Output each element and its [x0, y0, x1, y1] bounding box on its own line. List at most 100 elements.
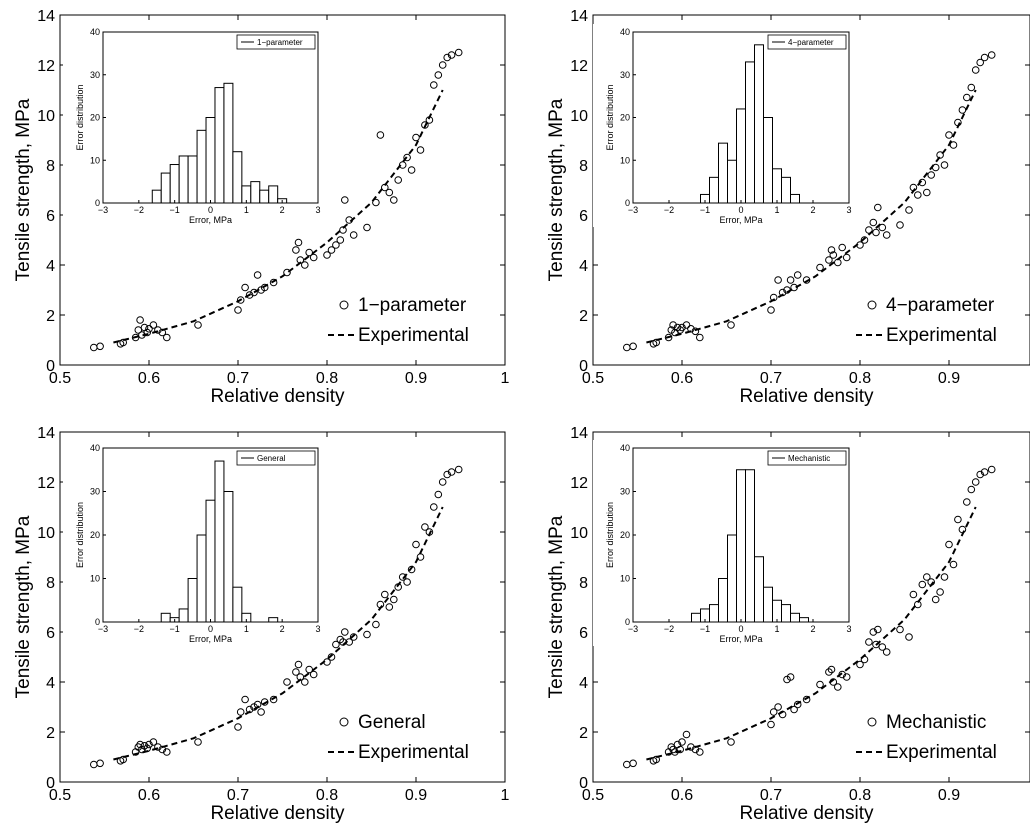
inset-x-tick-label: −3: [98, 624, 108, 634]
y-tick-label: 0: [46, 358, 55, 375]
data-point: [407, 166, 416, 174]
y-tick-label: 14: [37, 8, 55, 25]
data-point: [292, 246, 300, 254]
data-point: [958, 525, 967, 534]
inset-y-tick-label: 40: [620, 443, 630, 453]
data-point: [250, 288, 258, 297]
data-point: [940, 573, 949, 581]
inset-x-axis-label: Error, MPa: [189, 634, 232, 644]
data-point: [149, 321, 158, 329]
y-tick-label: 12: [37, 58, 55, 75]
data-point: [234, 723, 242, 731]
data-point: [678, 323, 686, 332]
data-point: [154, 326, 162, 334]
y-tick-label: 14: [37, 425, 55, 442]
histogram-bar: [736, 108, 746, 204]
legend-label: General: [358, 712, 426, 733]
data-point: [802, 276, 811, 284]
x-tick-label: 0.5: [49, 370, 71, 387]
data-point: [421, 121, 429, 129]
data-point: [327, 246, 336, 254]
data-point: [90, 760, 98, 769]
data-point: [872, 640, 880, 649]
x-axis-label: Relative density: [739, 803, 874, 824]
x-tick-label: 0.7: [760, 787, 782, 804]
data-point: [260, 283, 269, 292]
data-point: [90, 343, 98, 352]
data-point: [940, 161, 949, 169]
y-tick-label: 6: [579, 625, 588, 642]
data-point: [403, 153, 411, 162]
data-point: [769, 708, 778, 716]
y-tick-label: 4: [579, 258, 588, 275]
data-point: [194, 738, 202, 746]
data-point: [971, 66, 980, 74]
inset-x-tick-label: 1: [244, 624, 249, 634]
data-point: [407, 565, 416, 574]
data-point: [158, 745, 167, 754]
inset-legend-box: [236, 34, 316, 50]
x-tick-label: 0.9: [938, 787, 960, 804]
data-point: [394, 176, 403, 184]
data-point: [838, 670, 847, 679]
data-point: [872, 228, 880, 237]
inset-x-tick-label: 3: [315, 205, 320, 215]
data-point: [305, 665, 314, 674]
y-tick-label: 10: [570, 108, 588, 125]
data-point: [301, 678, 309, 686]
y-tick-label: 2: [46, 308, 55, 325]
data-point: [896, 625, 904, 634]
y-tick-label: 12: [570, 475, 588, 492]
histogram-bar: [214, 87, 225, 204]
data-point: [234, 306, 242, 314]
inset-x-tick-label: 1: [774, 624, 779, 634]
data-point: [296, 256, 305, 264]
y-tick-label: 8: [46, 158, 55, 175]
data-point: [669, 745, 677, 754]
data-point: [253, 271, 262, 279]
data-point: [341, 628, 349, 636]
inset-y-tick-label: 40: [90, 443, 100, 453]
data-point: [954, 118, 962, 127]
data-point: [145, 740, 153, 749]
legend-label: Experimental: [358, 325, 469, 346]
inset-x-tick-label: −3: [628, 624, 638, 634]
histogram-bar: [745, 469, 755, 623]
inset-x-tick-label: 1: [774, 205, 779, 215]
data-point: [987, 465, 996, 474]
data-point: [390, 595, 398, 604]
x-tick-label: 0.9: [938, 370, 960, 387]
data-point: [372, 620, 380, 629]
data-point: [949, 141, 958, 149]
inset-y-axis-label: Error distribution: [75, 84, 85, 150]
data-point: [332, 241, 340, 249]
histogram-bar: [772, 168, 782, 204]
y-tick-label: 6: [46, 208, 55, 225]
legend-marker-circle: [867, 717, 877, 727]
inset-x-axis-label: Error, MPa: [719, 634, 762, 644]
data-point: [305, 248, 314, 257]
data-point: [767, 306, 775, 314]
histogram-bar: [754, 556, 764, 623]
data-point: [676, 326, 685, 334]
inset-y-tick-label: 0: [95, 617, 100, 627]
data-point: [778, 710, 787, 719]
data-point: [905, 633, 913, 641]
x-axis-label: Relative density: [739, 386, 874, 407]
plot-area-frame: [59, 14, 506, 366]
histogram-bar: [223, 491, 234, 623]
inset-x-tick-label: −3: [628, 205, 638, 215]
data-point: [838, 243, 847, 252]
data-point: [976, 470, 985, 479]
x-axis-label: Relative density: [210, 386, 345, 407]
inset-y-tick-label: 20: [90, 530, 100, 540]
x-axis-label: Relative density: [210, 803, 345, 824]
data-point: [923, 188, 931, 197]
inset-y-tick-label: 10: [620, 574, 630, 584]
histogram-bar: [727, 159, 737, 204]
data-point: [923, 573, 931, 581]
data-point: [336, 236, 345, 244]
y-tick-label: 6: [579, 208, 588, 225]
